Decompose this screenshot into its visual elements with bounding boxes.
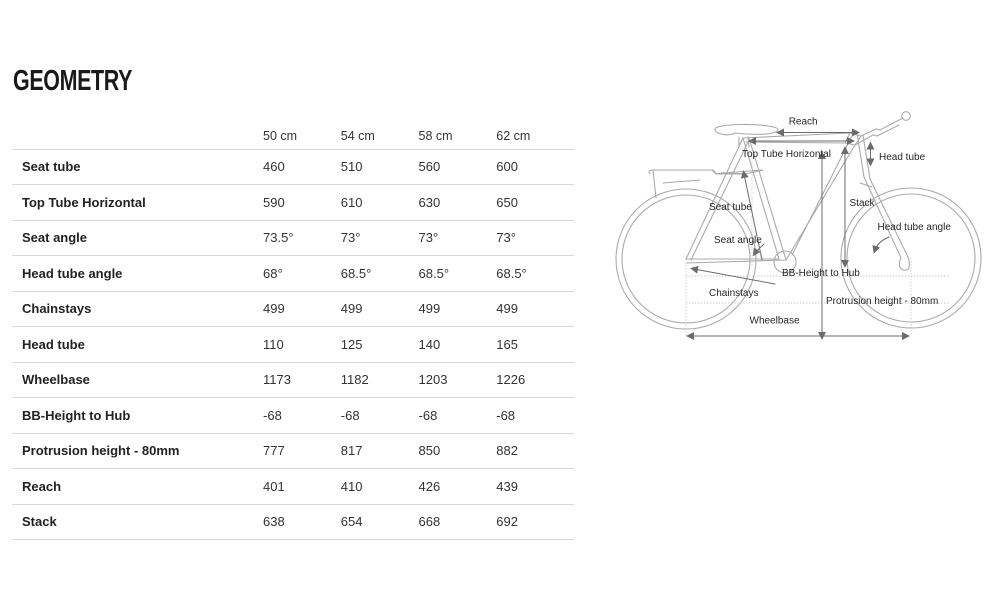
svg-text:Stack: Stack — [850, 198, 876, 209]
svg-text:BB-Height to Hub: BB-Height to Hub — [782, 268, 860, 279]
svg-text:Protrusion height - 80mm: Protrusion height - 80mm — [826, 296, 938, 307]
svg-text:Head tube angle: Head tube angle — [878, 222, 952, 233]
svg-text:Seat angle: Seat angle — [714, 235, 762, 246]
svg-text:Wheelbase: Wheelbase — [750, 316, 800, 327]
svg-text:Top Tube Horizontal: Top Tube Horizontal — [742, 149, 831, 160]
svg-text:Seat tube: Seat tube — [709, 202, 752, 213]
svg-text:Reach: Reach — [789, 117, 818, 128]
svg-text:Head tube: Head tube — [879, 152, 926, 163]
svg-text:Chainstays: Chainstays — [709, 288, 758, 299]
